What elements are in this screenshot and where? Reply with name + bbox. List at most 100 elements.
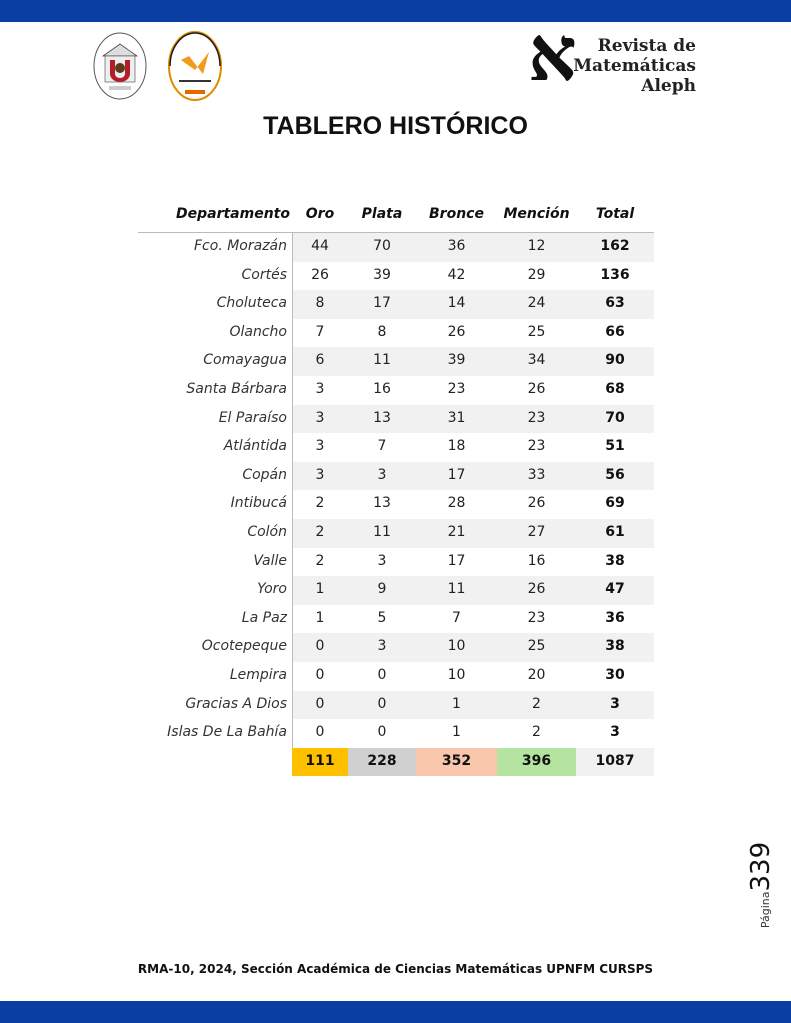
cell-bronze: 10 xyxy=(447,638,466,655)
header-divider xyxy=(138,232,654,233)
column-divider xyxy=(292,233,293,748)
cell-total: 30 xyxy=(605,667,625,683)
cell-mention: 34 xyxy=(527,352,546,369)
cell-gold: 2 xyxy=(315,524,325,540)
cell-gold: 0 xyxy=(315,724,325,741)
table-row: Intibucá 2 13 28 26 69 xyxy=(138,490,654,519)
logo-text-line: Matemáticas xyxy=(573,56,696,76)
cell-mention: 25 xyxy=(527,638,546,655)
table-row: La Paz 1 5 7 23 36 xyxy=(138,605,654,634)
table-row: El Paraíso 3 13 31 23 70 xyxy=(138,404,654,434)
column-header-silver: Plata xyxy=(361,206,403,222)
department-name: Fco. Morazán xyxy=(194,238,287,254)
cell-bronze: 42 xyxy=(447,266,466,283)
cell-bronze: 1 xyxy=(452,724,461,741)
cell-bronze: 36 xyxy=(447,238,466,254)
cell-mention: 2 xyxy=(532,695,541,712)
table-row: Ocotepeque 0 3 10 25 38 xyxy=(138,633,654,662)
department-name: Choluteca xyxy=(216,295,287,312)
cell-mention: 23 xyxy=(527,609,546,626)
cell-silver: 0 xyxy=(377,724,387,741)
cell-mention: 26 xyxy=(527,581,546,598)
department-name: Atlántida xyxy=(223,438,287,455)
cell-mention: 23 xyxy=(527,409,546,426)
table-row: Atlántida 3 7 18 23 51 xyxy=(138,433,654,462)
cell-silver: 17 xyxy=(373,295,391,312)
department-name: La Paz xyxy=(241,609,287,626)
cell-total: 47 xyxy=(605,581,625,598)
cell-total: 36 xyxy=(605,609,625,626)
cell-gold: 6 xyxy=(315,352,325,369)
cell-mention: 23 xyxy=(527,438,546,455)
cell-total: 63 xyxy=(605,295,625,312)
cell-bronze: 11 xyxy=(447,581,466,598)
page-number: Página339 xyxy=(746,830,776,940)
column-header-department: Departamento xyxy=(176,206,290,222)
department-name: Intibucá xyxy=(230,495,287,512)
cell-gold: 7 xyxy=(315,323,325,340)
cell-silver: 16 xyxy=(373,381,391,397)
cell-silver: 13 xyxy=(373,495,391,512)
cell-bronze: 18 xyxy=(447,438,466,455)
cell-total: 136 xyxy=(600,266,630,283)
bottom-banner xyxy=(0,1001,791,1023)
cell-gold: 0 xyxy=(315,695,325,712)
department-name: Islas De La Bahía xyxy=(167,724,287,741)
department-name: Yoro xyxy=(257,581,287,598)
cell-bronze: 31 xyxy=(447,409,466,426)
cell-mention: 16 xyxy=(527,552,546,569)
department-name: Ocotepeque xyxy=(201,638,287,655)
cell-total: 3 xyxy=(610,695,620,712)
column-header-total: Total xyxy=(595,206,635,222)
cell-bronze: 17 xyxy=(447,466,466,483)
cell-bronze: 17 xyxy=(447,552,466,569)
cell-gold: 8 xyxy=(315,295,325,312)
cell-gold: 2 xyxy=(315,495,325,512)
cell-mention: 2 xyxy=(532,724,541,741)
cell-bronze: 26 xyxy=(447,323,466,340)
department-name: Gracias A Dios xyxy=(185,695,287,712)
cell-silver: 3 xyxy=(377,552,387,569)
cell-gold: 3 xyxy=(315,381,325,397)
department-name: Copán xyxy=(242,466,287,483)
cell-silver: 3 xyxy=(377,638,387,655)
cell-total: 66 xyxy=(605,323,625,340)
cell-gold: 0 xyxy=(315,667,325,683)
total-gold: 111 xyxy=(292,747,348,777)
column-header-mention: Mención xyxy=(503,206,570,222)
total-bronze: 352 xyxy=(416,747,497,777)
university-seal-logo xyxy=(93,32,147,100)
cell-bronze: 10 xyxy=(447,667,466,683)
cell-mention: 20 xyxy=(527,667,546,683)
cell-silver: 0 xyxy=(377,667,387,683)
table-row: Choluteca 8 17 14 24 63 xyxy=(138,290,654,319)
cell-mention: 26 xyxy=(527,495,546,512)
table-row: Lempira 0 0 10 20 30 xyxy=(138,662,654,691)
cell-total: 38 xyxy=(605,638,625,655)
cell-total: 162 xyxy=(600,238,630,254)
cell-silver: 8 xyxy=(377,323,387,340)
cell-gold: 1 xyxy=(315,581,325,598)
department-name: Valle xyxy=(253,552,287,569)
totals-row: 111 228 352 396 1087 xyxy=(138,747,654,777)
cell-bronze: 28 xyxy=(447,495,466,512)
cell-bronze: 23 xyxy=(447,381,466,397)
department-name: Lempira xyxy=(229,667,287,683)
cell-silver: 5 xyxy=(377,609,387,626)
cell-mention: 33 xyxy=(527,466,546,483)
cell-total: 3 xyxy=(610,724,620,741)
cell-bronze: 7 xyxy=(452,609,461,626)
page-label: Página xyxy=(759,891,772,929)
table-row: Valle 2 3 17 16 38 xyxy=(138,548,654,577)
footer-citation: RMA-10, 2024, Sección Académica de Cienc… xyxy=(137,962,654,976)
cell-gold: 1 xyxy=(315,609,325,626)
cell-silver: 13 xyxy=(373,409,391,426)
department-name: El Paraíso xyxy=(218,409,287,426)
cell-total: 61 xyxy=(605,524,625,540)
cell-silver: 7 xyxy=(377,438,387,455)
department-name: Cortés xyxy=(241,266,288,283)
cell-mention: 25 xyxy=(527,323,546,340)
department-name: Comayagua xyxy=(203,352,287,369)
cell-silver: 11 xyxy=(373,524,391,540)
aleph-icon: א xyxy=(528,9,577,98)
